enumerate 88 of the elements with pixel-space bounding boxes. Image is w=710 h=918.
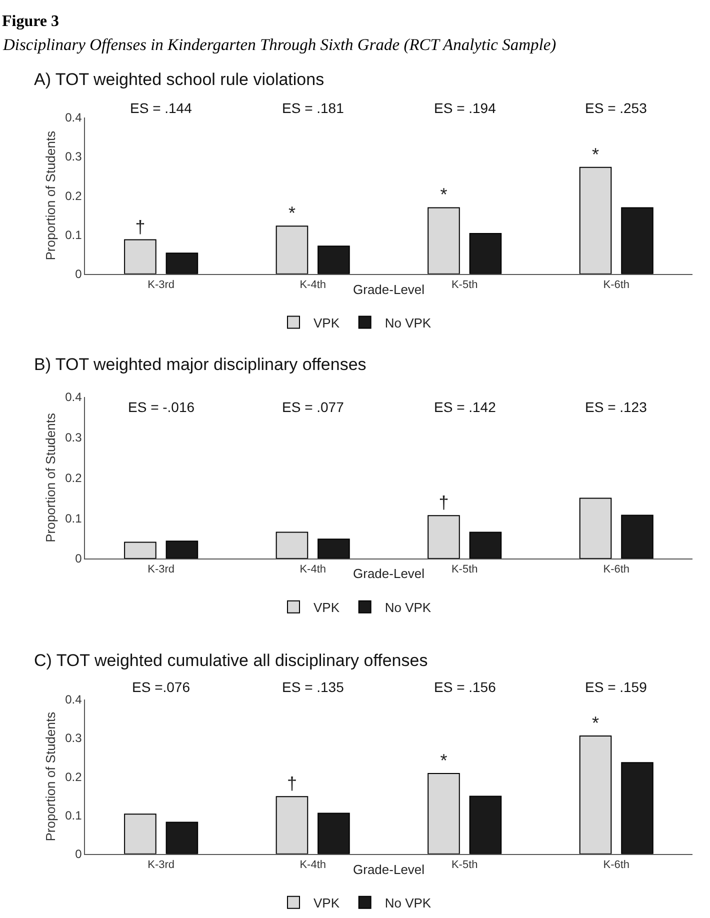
y-tick-label: 0.2 [65, 188, 82, 203]
y-tick-label: 0.4 [65, 390, 82, 404]
bar [276, 532, 308, 558]
y-tick-label: 0 [75, 267, 82, 282]
x-tick-label: K-6th [603, 859, 630, 872]
text: ES = .135 [282, 679, 344, 695]
chart-title: C) TOT weighted cumulative all disciplinary offenses [34, 651, 428, 670]
y-tick-label: 0.3 [65, 150, 82, 164]
annotation: ES = .142 [434, 399, 496, 415]
data-label: † [286, 774, 297, 794]
bar [621, 762, 654, 854]
x-axis-title: Grade-Level [353, 862, 425, 877]
bar [166, 252, 198, 274]
bar [428, 515, 460, 558]
y-tick-label: 0.4 [65, 110, 82, 124]
bar [166, 822, 198, 854]
y-tick-label: 0 [75, 847, 82, 862]
legend-label: VPK [314, 600, 340, 615]
legend-label: VPK [314, 315, 340, 330]
text: ES = .144 [130, 100, 192, 116]
data-label: * [440, 750, 448, 770]
text: ES = .194 [434, 100, 496, 116]
bar [621, 514, 654, 558]
y-tick-label: 0.1 [65, 511, 82, 526]
x-tick-label: K-5th [451, 279, 478, 292]
annotation: ES = -.016 [128, 399, 195, 415]
x-tick-label: K-4th [300, 279, 326, 292]
annotation: ES = .123 [585, 399, 648, 415]
y-tick-label: 0.1 [65, 228, 82, 242]
data-label: * [440, 184, 448, 205]
x-tick-label: K-5th [451, 564, 478, 576]
bar [469, 233, 502, 274]
bar [428, 207, 460, 274]
y-tick-label: 0.1 [65, 808, 82, 822]
bar [318, 812, 350, 854]
x-tick-label: K-6th [603, 564, 630, 576]
annotation: ES = .077 [282, 399, 344, 415]
x-tick-label: K-5th [451, 859, 478, 872]
data-label: * [288, 203, 296, 224]
legend-label: No VPK [384, 315, 432, 330]
text: ES = .159 [585, 679, 648, 695]
y-axis-title: Proportion of Students [43, 711, 58, 842]
text: ES =.076 [132, 679, 190, 695]
text: Disciplinary Offenses in Kindergarten Through Sixth Grade (RCT Analytic Sample) [2, 35, 556, 54]
y-tick-label: 0 [75, 552, 82, 566]
y-axis-title: Proportion of Students [43, 412, 58, 542]
bar [124, 542, 156, 558]
bar [469, 532, 502, 558]
bar [318, 246, 350, 274]
bar [469, 796, 502, 854]
bar [579, 166, 612, 274]
text: ES = .156 [434, 679, 496, 695]
y-tick-label: 0.3 [65, 430, 82, 445]
bar [276, 226, 308, 274]
y-axis-title: Proportion of Students [43, 130, 58, 260]
y-tick-label: 0.3 [65, 731, 82, 746]
legend-label: No VPK [384, 600, 432, 615]
y-tick-label: 0.4 [65, 692, 82, 706]
y-tick-label: 0.2 [65, 770, 82, 784]
bar [621, 207, 654, 274]
legend-label: No VPK [384, 895, 432, 910]
x-tick-label: K-3rd [148, 279, 175, 292]
bar [579, 736, 612, 854]
data-label: † [438, 492, 449, 513]
text: ES = .181 [282, 100, 344, 116]
data-label: * [592, 713, 600, 733]
bar [124, 814, 156, 854]
bar [276, 796, 308, 854]
x-tick-label: K-4th [300, 859, 326, 872]
bar [318, 538, 350, 558]
x-tick-label: K-4th [300, 564, 326, 576]
bar [124, 239, 156, 274]
caption: Figure 3 [2, 13, 60, 30]
chart-title: A) TOT weighted school rule violations [34, 70, 324, 89]
x-axis-title: Grade-Level [353, 282, 425, 297]
bar [428, 772, 460, 854]
data-label: * [592, 144, 600, 164]
data-label: † [135, 216, 146, 237]
x-tick-label: K-3rd [148, 564, 175, 576]
y-tick-label: 0.2 [65, 470, 82, 485]
chart-title: B) TOT weighted major disciplinary offenses [34, 355, 366, 374]
legend-label: VPK [314, 895, 340, 910]
text: ES = .253 [585, 100, 648, 116]
bar [579, 498, 612, 558]
x-axis-title: Grade-Level [353, 566, 425, 581]
x-tick-label: K-3rd [148, 859, 175, 872]
bar [166, 540, 198, 558]
x-tick-label: K-6th [603, 279, 630, 292]
